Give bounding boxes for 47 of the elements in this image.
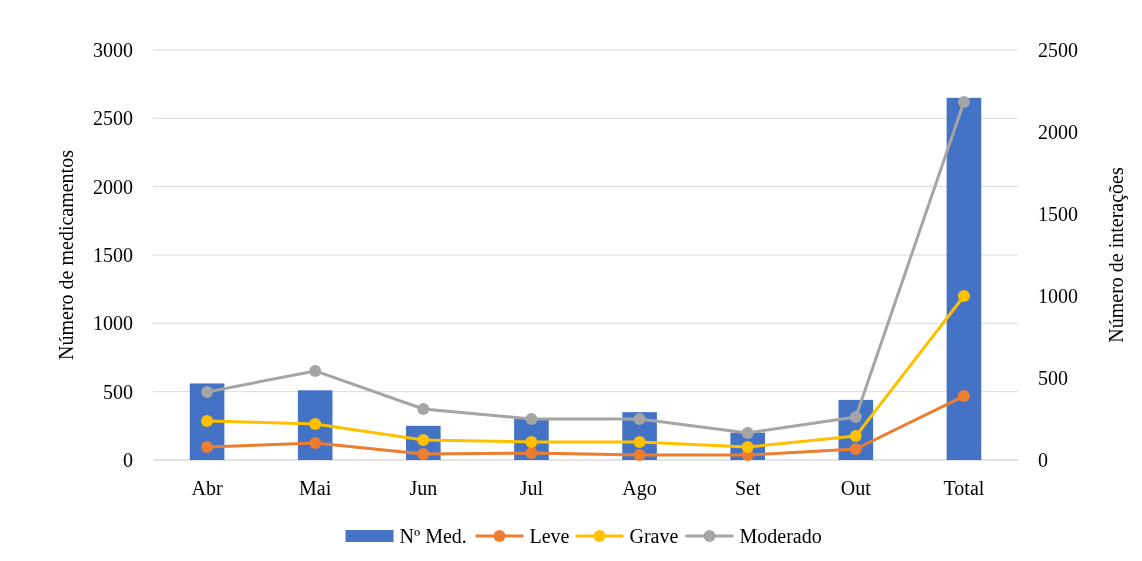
point <box>201 414 214 427</box>
y-axis-title: Número de medicamentos <box>55 149 77 360</box>
point <box>525 413 538 425</box>
point <box>309 364 322 377</box>
bar <box>946 97 982 460</box>
point <box>309 436 322 449</box>
legend-label: Nº Med. <box>399 525 467 547</box>
x-tick-label: Ago <box>622 477 657 500</box>
point <box>201 441 214 454</box>
point <box>849 443 862 456</box>
x-tick-label: Out <box>840 477 872 499</box>
point <box>849 411 862 424</box>
point <box>633 449 646 462</box>
point <box>741 426 754 439</box>
point <box>417 447 430 460</box>
point <box>633 413 646 425</box>
y2-axis-title: Número de interações <box>1105 167 1128 343</box>
point <box>957 290 970 302</box>
y2-tick-label: 0 <box>1038 449 1048 471</box>
legend-label: Grave <box>629 525 679 547</box>
point <box>525 446 538 459</box>
x-tick-label: Set <box>734 477 761 499</box>
y-tick-label: 3000 <box>93 39 133 61</box>
point <box>417 403 430 415</box>
x-tick-label: Mai <box>299 477 332 499</box>
y-tick-label: 2000 <box>93 175 133 198</box>
y2-tick-label: 2500 <box>1038 39 1078 61</box>
point <box>957 390 970 403</box>
y2-tick-label: 1500 <box>1038 203 1078 225</box>
y2-tick-label: 2000 <box>1038 121 1078 143</box>
y2-tick-label: 500 <box>1038 367 1068 389</box>
legend-label: Moderado <box>739 525 822 547</box>
x-tick-label: Jul <box>519 477 544 499</box>
point <box>849 430 862 443</box>
point <box>309 417 322 430</box>
x-tick-label: Abr <box>191 477 223 499</box>
point <box>201 385 214 398</box>
point <box>957 95 970 108</box>
y-tick-label: 2500 <box>93 107 133 130</box>
y-tick-label: 500 <box>103 380 133 403</box>
y-tick-label: 0 <box>123 449 133 471</box>
legend-label: Leve <box>529 525 570 547</box>
x-tick-label: Total <box>943 477 985 499</box>
y-tick-label: 1500 <box>93 244 133 266</box>
y-tick-label: 1000 <box>93 312 133 335</box>
x-tick-label: Jun <box>409 477 438 499</box>
y2-tick-label: 1000 <box>1038 285 1078 307</box>
